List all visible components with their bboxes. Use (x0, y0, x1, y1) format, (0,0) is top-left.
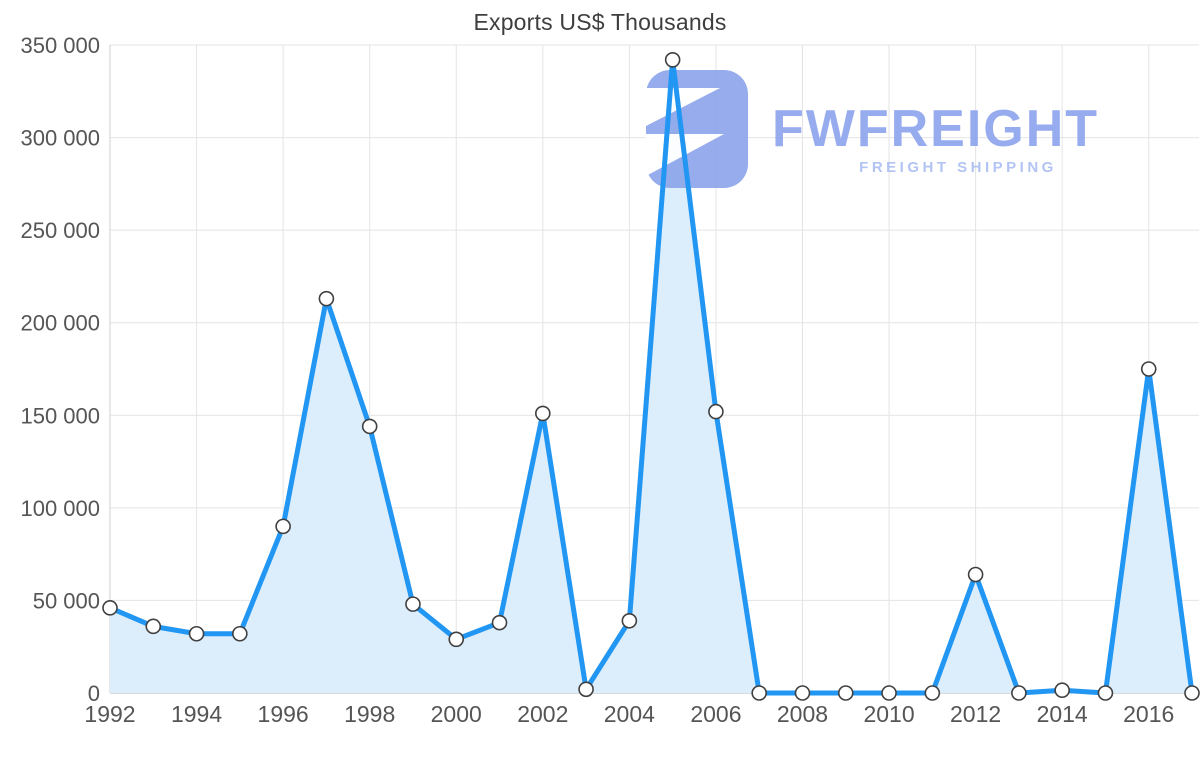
data-point-marker[interactable] (621, 612, 638, 629)
data-point-marker[interactable] (232, 625, 248, 642)
logo-icon (646, 70, 748, 188)
x-axis-label: 1992 (84, 701, 135, 727)
y-axis-label: 350 000 (20, 33, 100, 58)
x-axis-label: 1998 (344, 701, 395, 727)
y-axis-label: 150 000 (20, 403, 100, 428)
data-point-marker[interactable] (102, 600, 118, 616)
data-point-marker[interactable] (664, 52, 681, 68)
x-axis-label: 2006 (690, 701, 741, 727)
data-point-marker[interactable] (1140, 361, 1157, 377)
y-axis-label: 50 000 (33, 588, 100, 613)
data-point-marker[interactable] (448, 631, 465, 648)
data-point-marker[interactable] (275, 518, 291, 535)
brand-text: FWFREIGHT (772, 100, 1099, 158)
data-point-marker[interactable] (1011, 685, 1027, 701)
x-axis-label: 2000 (431, 701, 482, 727)
y-axis-label: 200 000 (20, 311, 100, 336)
data-point-marker[interactable] (881, 685, 897, 701)
data-point-marker[interactable] (837, 685, 854, 701)
data-point-marker[interactable] (318, 290, 335, 307)
x-axis-label: 2004 (604, 701, 655, 727)
x-axis-label: 2016 (1123, 701, 1174, 727)
data-point-marker[interactable] (145, 618, 162, 635)
x-axis-label: 1996 (258, 701, 309, 727)
data-point-marker[interactable] (361, 418, 378, 435)
data-point-marker[interactable] (751, 685, 768, 701)
x-axis-label: 2014 (1037, 701, 1088, 727)
data-point-marker[interactable] (188, 625, 205, 642)
x-axis-label: 2010 (863, 701, 914, 727)
series-area-fill (110, 59, 1192, 694)
y-axis-label: 250 000 (20, 218, 100, 243)
x-axis-label: 2002 (517, 701, 568, 727)
data-point-marker[interactable] (924, 685, 941, 701)
data-point-markers (102, 52, 1200, 701)
y-axis-label: 0 (88, 681, 100, 706)
data-point-marker[interactable] (578, 681, 594, 698)
x-axis-labels: 1992 1994 1996 1998 2000 2002 2004 2006 2008 2010… (84, 701, 1174, 727)
data-point-marker[interactable] (1184, 685, 1200, 701)
brand-tagline: FREIGHT SHIPPING (859, 159, 1057, 176)
data-point-marker[interactable] (534, 405, 551, 422)
data-point-marker[interactable] (708, 403, 724, 420)
data-point-marker[interactable] (1054, 682, 1070, 699)
x-axis-label: 1994 (171, 701, 222, 727)
data-point-marker[interactable] (967, 566, 984, 583)
x-axis-label: 2008 (777, 701, 828, 727)
logo-icon-notch-top (646, 88, 720, 126)
data-point-marker[interactable] (794, 685, 811, 701)
x-axis-label: 2012 (950, 701, 1001, 727)
data-point-marker[interactable] (1097, 685, 1114, 701)
y-axis-label: 100 000 (20, 496, 100, 521)
y-axis-labels: 0 50 000 100 000 150 000 200 000 250 000 300 0… (20, 33, 100, 706)
series-line (107, 57, 1195, 696)
y-axis-label: 300 000 (20, 126, 100, 151)
data-point-marker[interactable] (491, 614, 508, 631)
chart-title: Exports US$ Thousands (473, 9, 727, 35)
data-point-marker[interactable] (405, 596, 421, 612)
